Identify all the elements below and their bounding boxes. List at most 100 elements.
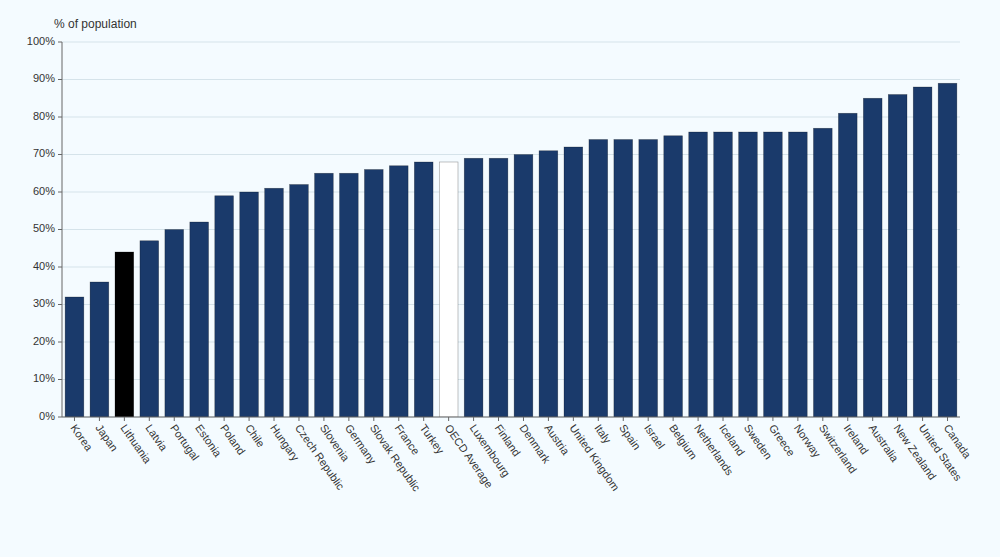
y-axis-label: % of population xyxy=(54,17,137,31)
x-tick xyxy=(398,417,399,421)
x-tick-label: United Kingdom xyxy=(567,422,622,493)
x-tick-label: Turkey xyxy=(418,422,447,456)
x-tick xyxy=(348,417,349,421)
grid-line xyxy=(62,42,960,43)
bar xyxy=(315,173,334,417)
bar xyxy=(614,140,633,418)
x-tick xyxy=(473,417,474,421)
x-tick xyxy=(298,417,299,421)
bar xyxy=(290,185,309,418)
y-tick xyxy=(58,192,62,193)
y-tick xyxy=(58,117,62,118)
bar xyxy=(813,128,832,417)
bar xyxy=(764,132,783,417)
bar xyxy=(664,136,683,417)
bar xyxy=(888,95,907,418)
bar xyxy=(838,113,857,417)
bar xyxy=(714,132,733,417)
x-tick xyxy=(498,417,499,421)
x-tick-label: Canada xyxy=(942,422,974,461)
bar xyxy=(789,132,808,417)
bar xyxy=(639,140,658,418)
x-tick xyxy=(897,417,898,421)
x-tick-label: Japan xyxy=(93,422,120,453)
x-tick xyxy=(174,417,175,421)
y-tick-label: 70% xyxy=(33,147,55,159)
x-tick xyxy=(872,417,873,421)
y-tick xyxy=(58,42,62,43)
bar xyxy=(589,140,608,418)
x-tick xyxy=(723,417,724,421)
x-tick xyxy=(698,417,699,421)
bar xyxy=(165,230,184,418)
y-axis-line xyxy=(62,42,63,417)
y-tick-label: 30% xyxy=(33,297,55,309)
x-tick xyxy=(124,417,125,421)
bar xyxy=(489,158,508,417)
x-tick xyxy=(224,417,225,421)
x-tick xyxy=(99,417,100,421)
x-tick xyxy=(323,417,324,421)
bar xyxy=(689,132,708,417)
y-tick xyxy=(58,267,62,268)
grid xyxy=(62,42,960,417)
grid-line xyxy=(62,79,960,80)
grid-line xyxy=(62,417,960,418)
x-tick-label: France xyxy=(393,422,422,457)
x-tick-label: Israel xyxy=(642,422,667,451)
bar xyxy=(215,196,234,417)
x-tick xyxy=(648,417,649,421)
bar xyxy=(90,282,109,417)
x-tick xyxy=(947,417,948,421)
bar xyxy=(464,158,483,417)
chart: 0%10%20%30%40%50%60%70%80%90%100%KoreaJa… xyxy=(0,0,1000,557)
x-tick-label: Slovak Republic xyxy=(368,422,423,494)
y-tick xyxy=(58,154,62,155)
x-axis: KoreaJapanLithuaniaLatviaPortugalEstonia… xyxy=(68,417,973,494)
y-tick-label: 0% xyxy=(39,410,55,422)
x-tick xyxy=(598,417,599,421)
bar xyxy=(240,192,259,417)
x-tick-label: Italy xyxy=(592,422,614,446)
x-tick xyxy=(623,417,624,421)
bar xyxy=(190,222,209,417)
y-tick-label: 40% xyxy=(33,260,55,272)
bar xyxy=(739,132,758,417)
bar xyxy=(340,173,359,417)
bar xyxy=(439,162,458,417)
y-tick-label: 50% xyxy=(33,222,55,234)
x-tick xyxy=(199,417,200,421)
y-tick xyxy=(58,342,62,343)
grid-line xyxy=(62,117,960,118)
y-tick xyxy=(58,379,62,380)
bar xyxy=(265,188,284,417)
x-tick xyxy=(523,417,524,421)
y-tick xyxy=(58,417,62,418)
y-tick-label: 100% xyxy=(27,35,55,47)
x-tick xyxy=(548,417,549,421)
bar xyxy=(938,83,957,417)
x-tick xyxy=(448,417,449,421)
x-tick xyxy=(747,417,748,421)
y-tick-label: 20% xyxy=(33,335,55,347)
bar xyxy=(65,297,84,417)
y-tick xyxy=(58,229,62,230)
bar xyxy=(514,155,533,418)
y-tick-label: 60% xyxy=(33,185,55,197)
y-tick-label: 90% xyxy=(33,72,55,84)
bar xyxy=(539,151,558,417)
x-tick-label: Latvia xyxy=(143,422,170,454)
bars xyxy=(65,83,957,417)
y-tick-label: 10% xyxy=(33,372,55,384)
bar xyxy=(389,166,408,417)
y-axis: 0%10%20%30%40%50%60%70%80%90%100% xyxy=(27,35,62,422)
x-tick-label: Ireland xyxy=(842,422,871,456)
x-tick xyxy=(922,417,923,421)
x-tick xyxy=(423,417,424,421)
bar xyxy=(564,147,583,417)
bar xyxy=(414,162,433,417)
y-tick xyxy=(58,304,62,305)
y-tick xyxy=(58,79,62,80)
x-tick xyxy=(847,417,848,421)
bar xyxy=(140,241,159,417)
